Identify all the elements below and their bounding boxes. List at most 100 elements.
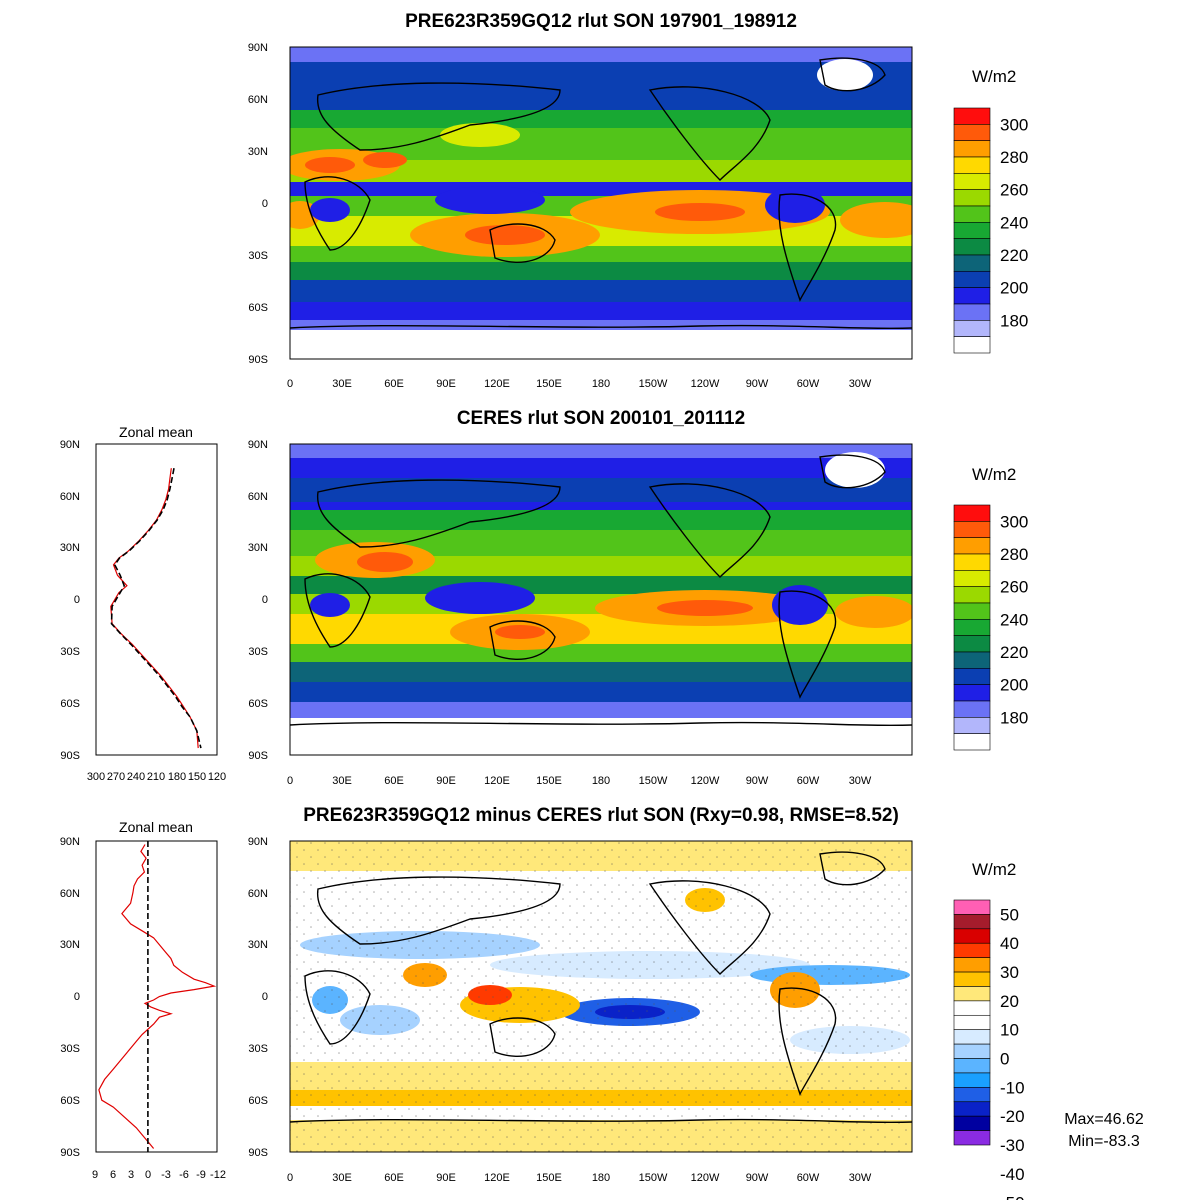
x-tick-label: 60W <box>797 775 820 787</box>
zonal-mean-title-top: Zonal mean <box>119 424 193 440</box>
colorbar-swatch <box>953 205 991 223</box>
x-tick-label: 9 <box>92 1169 98 1181</box>
x-tick-label: 300 <box>87 771 105 783</box>
colorbar-label: 240 <box>1000 213 1028 232</box>
colorbar-label: 260 <box>1000 181 1028 200</box>
x-tick-label: 30W <box>849 378 872 390</box>
x-tick-label: 180 <box>592 1172 610 1184</box>
colorbar-label: 300 <box>1000 115 1028 134</box>
y-tick-label: 90N <box>248 42 268 54</box>
colorbar-swatch <box>953 537 991 555</box>
y-tick-label: 60S <box>248 302 268 314</box>
model-colorbar: 300 280 260 240 220 200 180 <box>953 107 1028 354</box>
model-map-field <box>290 47 912 359</box>
colorbar-label: 200 <box>1000 676 1028 695</box>
y-tick-label: 0 <box>74 594 80 606</box>
colorbar-swatch <box>953 107 991 125</box>
colorbar-swatch <box>953 602 991 620</box>
y-tick-label: 60S <box>60 1095 80 1107</box>
colorbar-swatch <box>953 254 991 272</box>
x-tick-label: 6 <box>110 1169 116 1181</box>
x-tick-label: 150W <box>639 775 668 787</box>
x-tick-label: 30E <box>332 378 352 390</box>
colorbar-label: 300 <box>1000 512 1028 531</box>
colorbar-swatch <box>953 287 991 305</box>
colorbar-swatch <box>953 1072 991 1088</box>
y-tick-label: 30S <box>248 646 268 658</box>
colorbar-swatch <box>953 1101 991 1117</box>
colorbar-label: 30 <box>1000 963 1019 982</box>
zonal-mean-frame-top <box>95 443 218 756</box>
y-tick-label: 60S <box>60 698 80 710</box>
y-tick-label: 90N <box>248 439 268 451</box>
y-tick-label: 60S <box>248 1095 268 1107</box>
x-tick-label: -9 <box>196 1169 206 1181</box>
y-tick-label: 60N <box>60 888 80 900</box>
colorbar-label: 10 <box>1000 1021 1019 1040</box>
colorbar-swatch <box>953 1029 991 1045</box>
x-tick-label: -3 <box>161 1169 171 1181</box>
x-tick-label: 30E <box>332 1172 352 1184</box>
x-tick-label: 0 <box>287 378 293 390</box>
diff-colorbar: 50 40 30 20 10 0 -10 -20 -30 -40 -50 <box>953 899 1025 1200</box>
zonal-mean-y-ticks-top: 90N 60N 30N 0 30S 60S 90S <box>60 439 80 762</box>
panel-diff: PRE623R359GQ12 minus CERES rlut SON (Rxy… <box>60 805 1144 1200</box>
zonal-mean-series <box>110 468 202 749</box>
colorbar-swatch <box>953 238 991 256</box>
model-colorbar-unit: W/m2 <box>972 67 1016 86</box>
x-tick-label: 120E <box>484 775 510 787</box>
colorbar-swatch <box>953 553 991 571</box>
colorbar-swatch <box>953 957 991 973</box>
x-tick-label: 120W <box>691 775 720 787</box>
x-tick-label: 90W <box>746 1172 769 1184</box>
colorbar-label: 260 <box>1000 578 1028 597</box>
x-tick-label: 150W <box>639 378 668 390</box>
x-tick-label: 3 <box>128 1169 134 1181</box>
y-tick-label: 90S <box>248 354 268 366</box>
x-tick-label: 60W <box>797 1172 820 1184</box>
x-tick-label: 90E <box>436 378 456 390</box>
y-tick-label: 30S <box>60 646 80 658</box>
panel-obs: CERES rlut SON 200101_201112 <box>60 408 1029 787</box>
colorbar-swatch <box>953 504 991 522</box>
x-tick-label: 0 <box>145 1169 151 1181</box>
colorbar-swatch <box>953 271 991 288</box>
y-tick-label: 60S <box>248 698 268 710</box>
y-tick-label: 90S <box>60 1147 80 1159</box>
colorbar-swatch <box>953 914 991 930</box>
colorbar-swatch <box>953 700 991 718</box>
y-tick-label: 0 <box>262 198 268 210</box>
colorbar-swatch <box>953 320 991 337</box>
x-tick-label: 150 <box>188 771 206 783</box>
colorbar-label: -30 <box>1000 1136 1025 1155</box>
zonal-mean-x-ticks-bottom: 9 6 3 0 -3 -6 -9 -12 <box>92 1169 226 1181</box>
model-map-y-ticks: 90N 60N 30N 0 30S 60S 90S <box>248 42 268 366</box>
x-tick-label: 150E <box>536 378 562 390</box>
obs-colorbar: 300 280 260 240 220 200 180 <box>953 504 1028 751</box>
x-tick-label: 0 <box>287 775 293 787</box>
zonal-mean-lines-bottom <box>98 841 217 1152</box>
x-tick-label: -6 <box>179 1169 189 1181</box>
colorbar-label: -10 <box>1000 1078 1025 1097</box>
obs-colorbar-unit: W/m2 <box>972 465 1016 484</box>
x-tick-label: 120E <box>484 378 510 390</box>
colorbar-swatch <box>953 619 991 636</box>
x-tick-label: 90W <box>746 775 769 787</box>
obs-map-x-ticks: 0 30E 60E 90E 120E 150E 180 150W 120W 90… <box>287 775 872 787</box>
x-tick-label: 0 <box>287 1172 293 1184</box>
y-tick-label: 0 <box>262 991 268 1003</box>
diff-max-label: Max=46.62 <box>1064 1111 1144 1128</box>
diff-map-field <box>290 841 912 1152</box>
x-tick-label: 120W <box>691 378 720 390</box>
obs-map-y-ticks: 90N 60N 30N 0 30S 60S 90S <box>248 439 268 762</box>
y-tick-label: 30N <box>248 939 268 951</box>
x-tick-label: 30E <box>332 775 352 787</box>
model-map-x-ticks: 0 30E 60E 90E 120E 150E 180 150W 120W 90… <box>287 378 872 390</box>
y-tick-label: 60N <box>60 491 80 503</box>
panel-model: PRE623R359GQ12 rlut SON 197901_198912 <box>248 11 1029 390</box>
colorbar-swatch <box>953 733 991 751</box>
colorbar-swatch <box>953 986 991 1002</box>
zonal-mean-title-bottom: Zonal mean <box>119 819 193 835</box>
colorbar-label: -40 <box>1000 1165 1025 1184</box>
colorbar-label: 0 <box>1000 1050 1009 1069</box>
